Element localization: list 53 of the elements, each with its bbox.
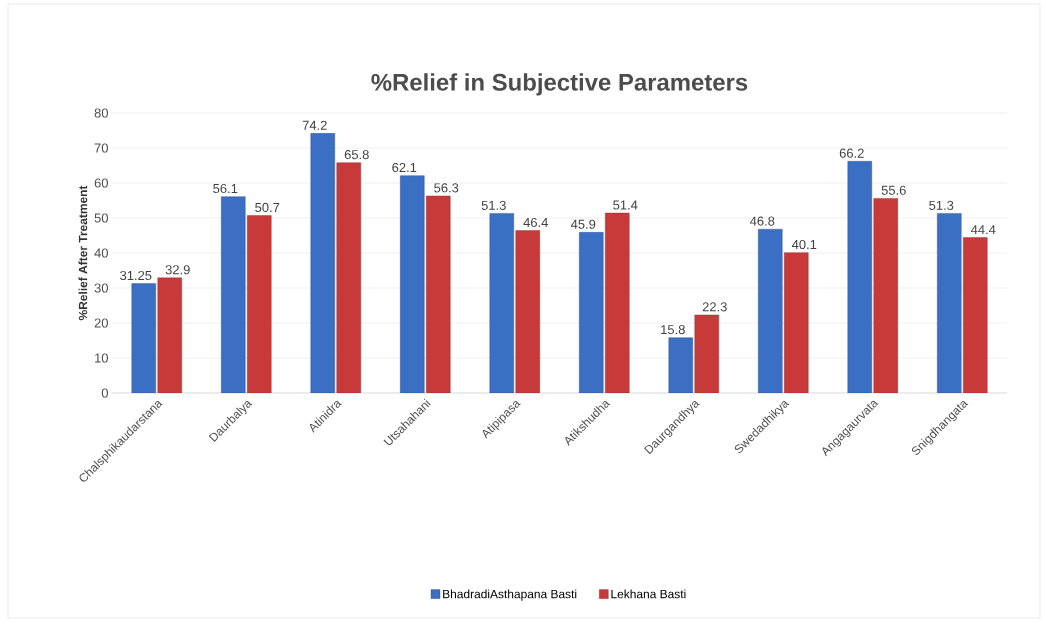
data-label: 51.3 (481, 200, 506, 210)
data-label: 56.1 (213, 183, 238, 194)
data-label: 62.1 (392, 162, 417, 173)
data-label: 74.2 (302, 120, 327, 130)
data-label: 22.3 (702, 302, 727, 312)
data-label: 15.8 (661, 325, 685, 335)
bar (336, 162, 361, 393)
data-label: 40.1 (791, 239, 817, 250)
y-tick-label: 10 (95, 353, 108, 363)
bar (489, 213, 514, 393)
data-label: 31.25 (120, 270, 152, 281)
bar (131, 283, 156, 393)
legend-label: Lekhana Basti (611, 589, 686, 599)
bar (426, 195, 451, 393)
data-label: 46.4 (523, 217, 548, 228)
data-label: 50.7 (255, 202, 280, 213)
y-tick-label: 20 (94, 318, 108, 328)
bar (221, 196, 246, 393)
y-tick-label: 40 (94, 248, 108, 258)
bar (873, 198, 898, 393)
legend-label: BhadradiAsthapana Basti (443, 589, 577, 601)
bar (937, 213, 962, 393)
data-label: 32.9 (165, 265, 190, 275)
data-label: 56.3 (434, 183, 459, 193)
y-tick-label: 80 (94, 108, 108, 118)
y-tick-label: 30 (94, 283, 108, 293)
bar (157, 277, 182, 393)
data-label: 51.3 (929, 200, 954, 210)
y-tick-label: 60 (94, 178, 108, 188)
bar (758, 229, 783, 393)
data-label: 55.6 (881, 185, 906, 195)
y-axis-title: %Relief After Treatment (78, 185, 88, 321)
y-tick-label: 0 (101, 388, 108, 398)
y-tick-label: 70 (94, 143, 108, 153)
bar (694, 314, 719, 393)
chart-title: %Relief in Subjective Parameters (371, 73, 748, 96)
bar (784, 252, 809, 393)
data-label: 46.8 (749, 216, 775, 226)
data-label: 45.9 (570, 219, 596, 229)
y-tick-label: 50 (94, 213, 108, 223)
bar (963, 237, 988, 393)
bar (847, 161, 872, 393)
bar (515, 230, 540, 393)
bar (605, 212, 630, 393)
data-label: 65.8 (344, 150, 369, 160)
data-label: 44.4 (970, 225, 996, 235)
bar (668, 337, 693, 393)
bar (400, 175, 425, 393)
bar (310, 133, 335, 393)
data-label: 66.2 (839, 148, 864, 158)
bar (247, 215, 272, 393)
data-label: 51.4 (613, 200, 638, 210)
bar (579, 232, 604, 393)
